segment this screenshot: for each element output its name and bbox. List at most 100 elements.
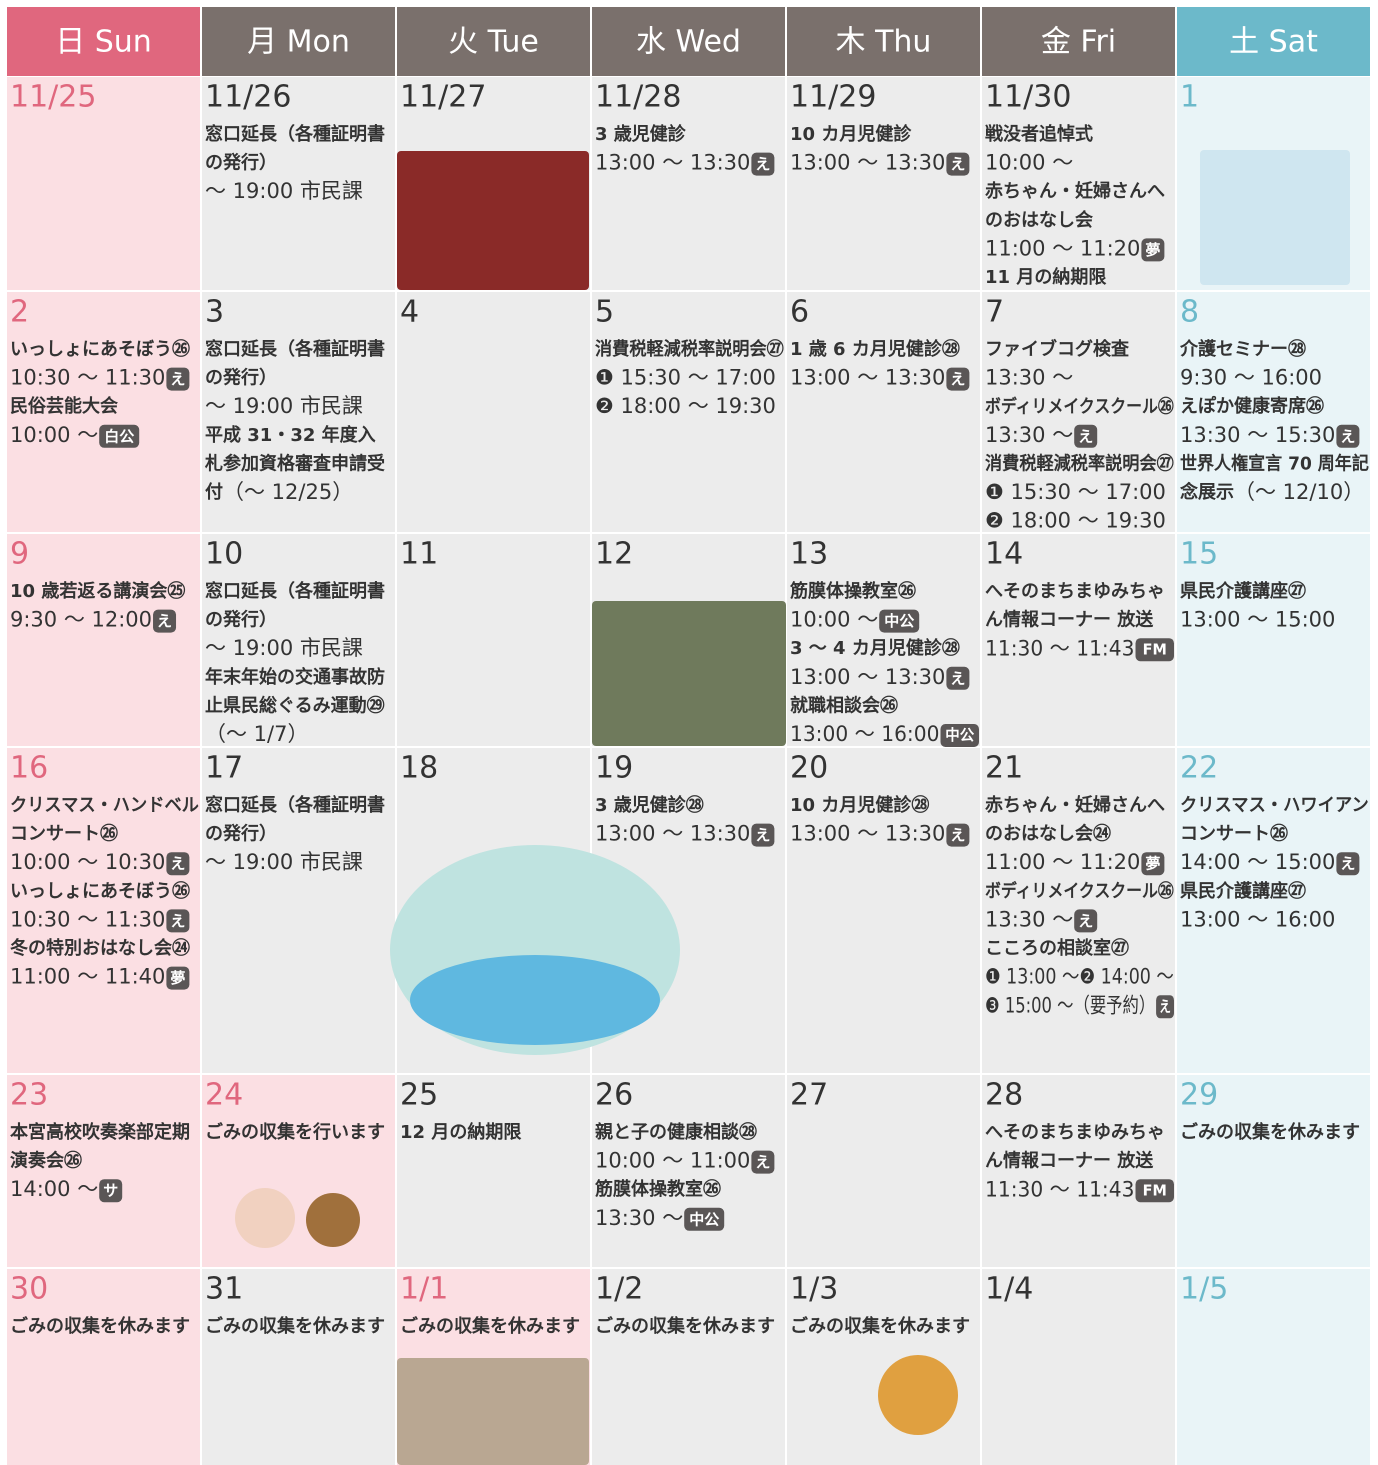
place-badge [1135, 1179, 1174, 1203]
day-cell [787, 1269, 980, 1465]
event-line: 13:00 ～ 13:30 え [790, 366, 970, 391]
day-date: 7 [985, 295, 1004, 330]
day-date: 8 [1180, 295, 1199, 330]
event-title: 1 歳 6 カ月児健診㉘ [790, 338, 960, 360]
event-title: いっしょにあそぼう㉖ [10, 880, 190, 902]
day-date: 28 [985, 1078, 1023, 1113]
header-cell [1177, 7, 1370, 76]
picture [592, 601, 786, 746]
event-line: 赤ちゃん・妊婦さんへ [985, 794, 1165, 816]
event-line: 窓口延長（各種証明書 [205, 338, 385, 360]
event-line: 県民介護講座㉗ [1180, 580, 1306, 602]
event-title: 年末年始の交通事故防 [205, 666, 385, 688]
event-line: の発行） [205, 152, 277, 174]
day-cell [982, 1269, 1175, 1465]
event-line: 10:30 ～ 11:30 え [10, 907, 190, 933]
event-title: 本宮高校吹奏楽部定期 [10, 1121, 190, 1143]
event-title: いっしょにあそぼう㉖ [10, 338, 190, 360]
event-time: （～ 12/10） [1234, 480, 1364, 504]
event-line: 13:30 ～ 15:30 え [1180, 423, 1360, 448]
event-line: 9:30 ～ 16:00 [1180, 366, 1322, 390]
place-badge [1336, 424, 1360, 448]
event-title: ごみの収集を行います [205, 1121, 385, 1143]
day-cell [7, 1269, 200, 1465]
event-line: 13:30 ～ [985, 366, 1073, 390]
place-badge [99, 1179, 123, 1203]
place-badge [684, 1207, 725, 1231]
place-badge [1135, 638, 1174, 662]
illustration [235, 1188, 295, 1248]
event-line: ❶ 15:30 ～ 17:00 [595, 366, 776, 390]
event-line: ごみの収集を休みます [1180, 1121, 1360, 1143]
picture [397, 151, 589, 290]
event-title: ごみの収集を休みます [1180, 1121, 1360, 1143]
event-title: ボディリメイクスクール㉖ [985, 396, 1174, 418]
event-title: のおはなし会 [985, 209, 1093, 231]
event-line: 窓口延長（各種証明書 [205, 794, 385, 816]
event-title: 窓口延長（各種証明書 [205, 580, 385, 602]
day-date: 11/30 [985, 80, 1071, 115]
event-time: 13:00 ～ 16:00 [1180, 907, 1335, 931]
day-cell [1177, 534, 1370, 746]
place-badge-label: え [1078, 912, 1093, 930]
event-title: 窓口延長（各種証明書 [205, 123, 385, 145]
place-badge-label: 白公 [104, 427, 134, 445]
event-line: 12 月の納期限 [400, 1121, 522, 1143]
event-line: 平成 31・32 年度入 [205, 424, 376, 446]
event-line: 10:00 ～ 10:30 え [10, 850, 190, 876]
event-line: 13:30 ～ 中公 [595, 1206, 725, 1231]
header-cell [202, 7, 395, 76]
header-label: 土 Sat [1229, 25, 1318, 60]
day-cell [787, 77, 980, 290]
place-badge-label: え [1340, 427, 1355, 445]
event-line: クリスマス・ハンドベル [10, 796, 199, 816]
day-date: 11/26 [205, 80, 291, 115]
place-badge [153, 609, 177, 633]
event-line: 11:00 ～ 11:20 夢 [985, 850, 1165, 876]
event-line: 11:00 ～ 11:20 夢 [985, 236, 1165, 262]
day-date: 6 [790, 295, 809, 330]
day-date: 11 [400, 537, 438, 572]
event-line: 止県民総ぐるみ運動㉙ [205, 694, 385, 716]
place-badge-label: え [950, 370, 965, 388]
event-line: のおはなし会 [985, 209, 1093, 231]
event-title: 県民介護講座㉗ [1180, 880, 1306, 902]
event-line: 13:00 ～ 13:30 え [595, 151, 775, 176]
place-badge-label: え [170, 855, 185, 873]
illustration [410, 955, 660, 1045]
event-title: 止県民総ぐるみ運動㉙ [205, 694, 385, 716]
event-line: 10 カ月児健診 [790, 123, 912, 145]
day-date: 22 [1180, 751, 1218, 786]
event-line: 介護セミナー㉘ [1179, 338, 1306, 360]
event-line: コンサート㉖ [1180, 823, 1288, 845]
event-line: ボディリメイクスクール㉖ [985, 880, 1174, 902]
header-label: 金 Fri [1041, 25, 1116, 60]
event-line: いっしょにあそぼう㉖ [10, 880, 190, 902]
event-line: 13:00 ～ 16:00 [1180, 907, 1335, 931]
event-time: ❶ 15:30 ～ 17:00 [985, 480, 1166, 504]
day-date: 1/2 [595, 1272, 643, 1307]
event-time: ❷ 18:00 ～ 19:30 [985, 509, 1166, 533]
event-time: ～ 19:00 市民課 [205, 850, 363, 874]
event-line: 14:00 ～ 15:00 え [1180, 850, 1360, 876]
event-title: 就職相談会㉖ [790, 694, 898, 716]
place-badge [946, 367, 970, 391]
event-line: 14:00 ～ サ [10, 1177, 123, 1203]
event-title: コンサート㉖ [1180, 823, 1288, 845]
event-title: へそのまちまゆみちゃ [985, 581, 1165, 602]
event-title: 消費税軽減税率説明会㉗ [595, 339, 784, 360]
event-time: 11:00 ～ 11:40 [10, 965, 165, 989]
event-line: ごみの収集を休みます [595, 1315, 775, 1337]
event-time: 13:00 ～ 16:00 [790, 722, 939, 746]
event-time: 13:00 ～ 13:30 [790, 822, 945, 846]
event-title: 筋膜体操教室㉖ [595, 1178, 721, 1200]
event-time: 14:00 ～ [10, 1177, 98, 1201]
event-line: （～ 1/7） [205, 722, 308, 746]
event-title: 消費税軽減税率説明会㉗ [985, 453, 1174, 474]
event-line: えぽか健康寄席㉖ [1180, 395, 1324, 417]
place-badge [166, 852, 190, 876]
event-line: のおはなし会㉔ [985, 823, 1111, 845]
day-date: 1/5 [1180, 1272, 1228, 1307]
event-title: クリスマス・ハワイアン [1180, 795, 1369, 816]
day-date: 11/25 [10, 80, 96, 115]
